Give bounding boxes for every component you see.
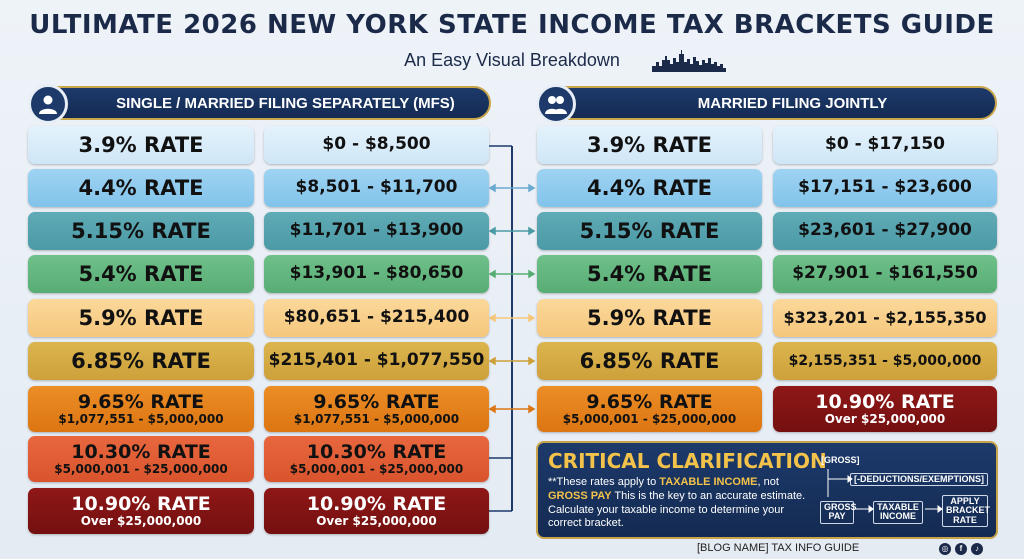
skyline-icon	[652, 50, 726, 72]
page-subtitle: An Easy Visual Breakdown	[404, 50, 620, 70]
joint-rate-6: 6.85% RATE	[537, 342, 762, 380]
joint-range-6: $2,155,351 - $5,000,000	[773, 342, 997, 380]
single-header-label: SINGLE / MARRIED FILING SEPARATELY (MFS)	[116, 94, 455, 112]
single-rate-9: 10.90% RATE Over $25,000,000	[28, 488, 254, 534]
arrow-icon	[488, 356, 536, 366]
single-range-1: $0 - $8,500	[264, 126, 489, 164]
user-icon	[28, 84, 68, 124]
single-rate-1: 3.9% RATE	[28, 126, 254, 164]
flow-gross-top: [GROSS]	[821, 455, 860, 465]
arrow-icon	[488, 226, 536, 236]
single-rate-7: 9.65% RATE $1,077,551 - $5,000,000	[28, 386, 254, 432]
single-range-4: $13,901 - $80,650	[264, 255, 489, 293]
joint-range-2: $17,151 - $23,600	[773, 169, 997, 207]
single-range-3: $11,701 - $13,900	[264, 212, 489, 250]
joint-rate-3: 5.15% RATE	[537, 212, 762, 250]
joint-range-7: 10.90% RATE Over $25,000,000	[773, 386, 997, 432]
single-range-2: $8,501 - $11,700	[264, 169, 489, 207]
joint-rate-5: 5.9% RATE	[537, 299, 762, 337]
joint-range-1: $0 - $17,150	[773, 126, 997, 164]
clarification-title: CRITICAL CLARIFICATION	[548, 449, 827, 473]
single-range-7: 9.65% RATE $1,077,551 - $5,000,000	[264, 386, 489, 432]
joint-header: MARRIED FILING JOINTLY	[536, 84, 997, 124]
instagram-icon[interactable]: ◎	[939, 543, 951, 555]
single-range-8: 10.30% RATE $5,000,001 - $25,000,000	[264, 436, 489, 482]
tiktok-icon[interactable]: ♪	[971, 543, 983, 555]
single-range-9: 10.90% RATE Over $25,000,000	[264, 488, 489, 534]
single-range-6: $215,401 - $1,077,550	[264, 342, 489, 380]
flow-apply-bracket: APPLY BRACKET RATE	[942, 495, 990, 528]
clarification-box: CRITICAL CLARIFICATION **These rates app…	[536, 441, 998, 539]
single-rate-8: 10.30% RATE $5,000,001 - $25,000,000	[28, 436, 254, 482]
arrow-icon	[488, 404, 536, 414]
single-rate-5: 5.9% RATE	[28, 299, 254, 337]
users-icon	[536, 84, 576, 124]
single-rate-2: 4.4% RATE	[28, 169, 254, 207]
joint-rate-7: 9.65% RATE $5,000,001 - $25,000,000	[537, 386, 762, 432]
single-range-5: $80,651 - $215,400	[264, 299, 489, 337]
flow-taxable-income: TAXABLE INCOME	[873, 501, 923, 524]
arrow-icon	[488, 183, 536, 193]
single-rate-3: 5.15% RATE	[28, 212, 254, 250]
clarification-text: **These rates apply to TAXABLE INCOME, n…	[548, 476, 806, 530]
joint-range-4: $27,901 - $161,550	[773, 255, 997, 293]
single-header: SINGLE / MARRIED FILING SEPARATELY (MFS)	[28, 84, 491, 124]
joint-header-label: MARRIED FILING JOINTLY	[697, 94, 888, 112]
footer-text: [BLOG NAME] TAX INFO GUIDE	[697, 542, 860, 554]
arrow-icon	[488, 269, 536, 279]
flow-arrows	[827, 469, 943, 513]
joint-rate-1: 3.9% RATE	[537, 126, 762, 164]
joint-rate-2: 4.4% RATE	[537, 169, 762, 207]
joint-range-3: $23,601 - $27,900	[773, 212, 997, 250]
flow-gross-pay: GROSS PAY	[820, 501, 857, 524]
page-title: ULTIMATE 2026 NEW YORK STATE INCOME TAX …	[29, 10, 995, 40]
joint-rate-4: 5.4% RATE	[537, 255, 762, 293]
joint-range-5: $323,201 - $2,155,350	[773, 299, 997, 337]
single-rate-4: 5.4% RATE	[28, 255, 254, 293]
facebook-icon[interactable]: f	[955, 543, 967, 555]
single-rate-6: 6.85% RATE	[28, 342, 254, 380]
arrow-icon	[488, 313, 536, 323]
